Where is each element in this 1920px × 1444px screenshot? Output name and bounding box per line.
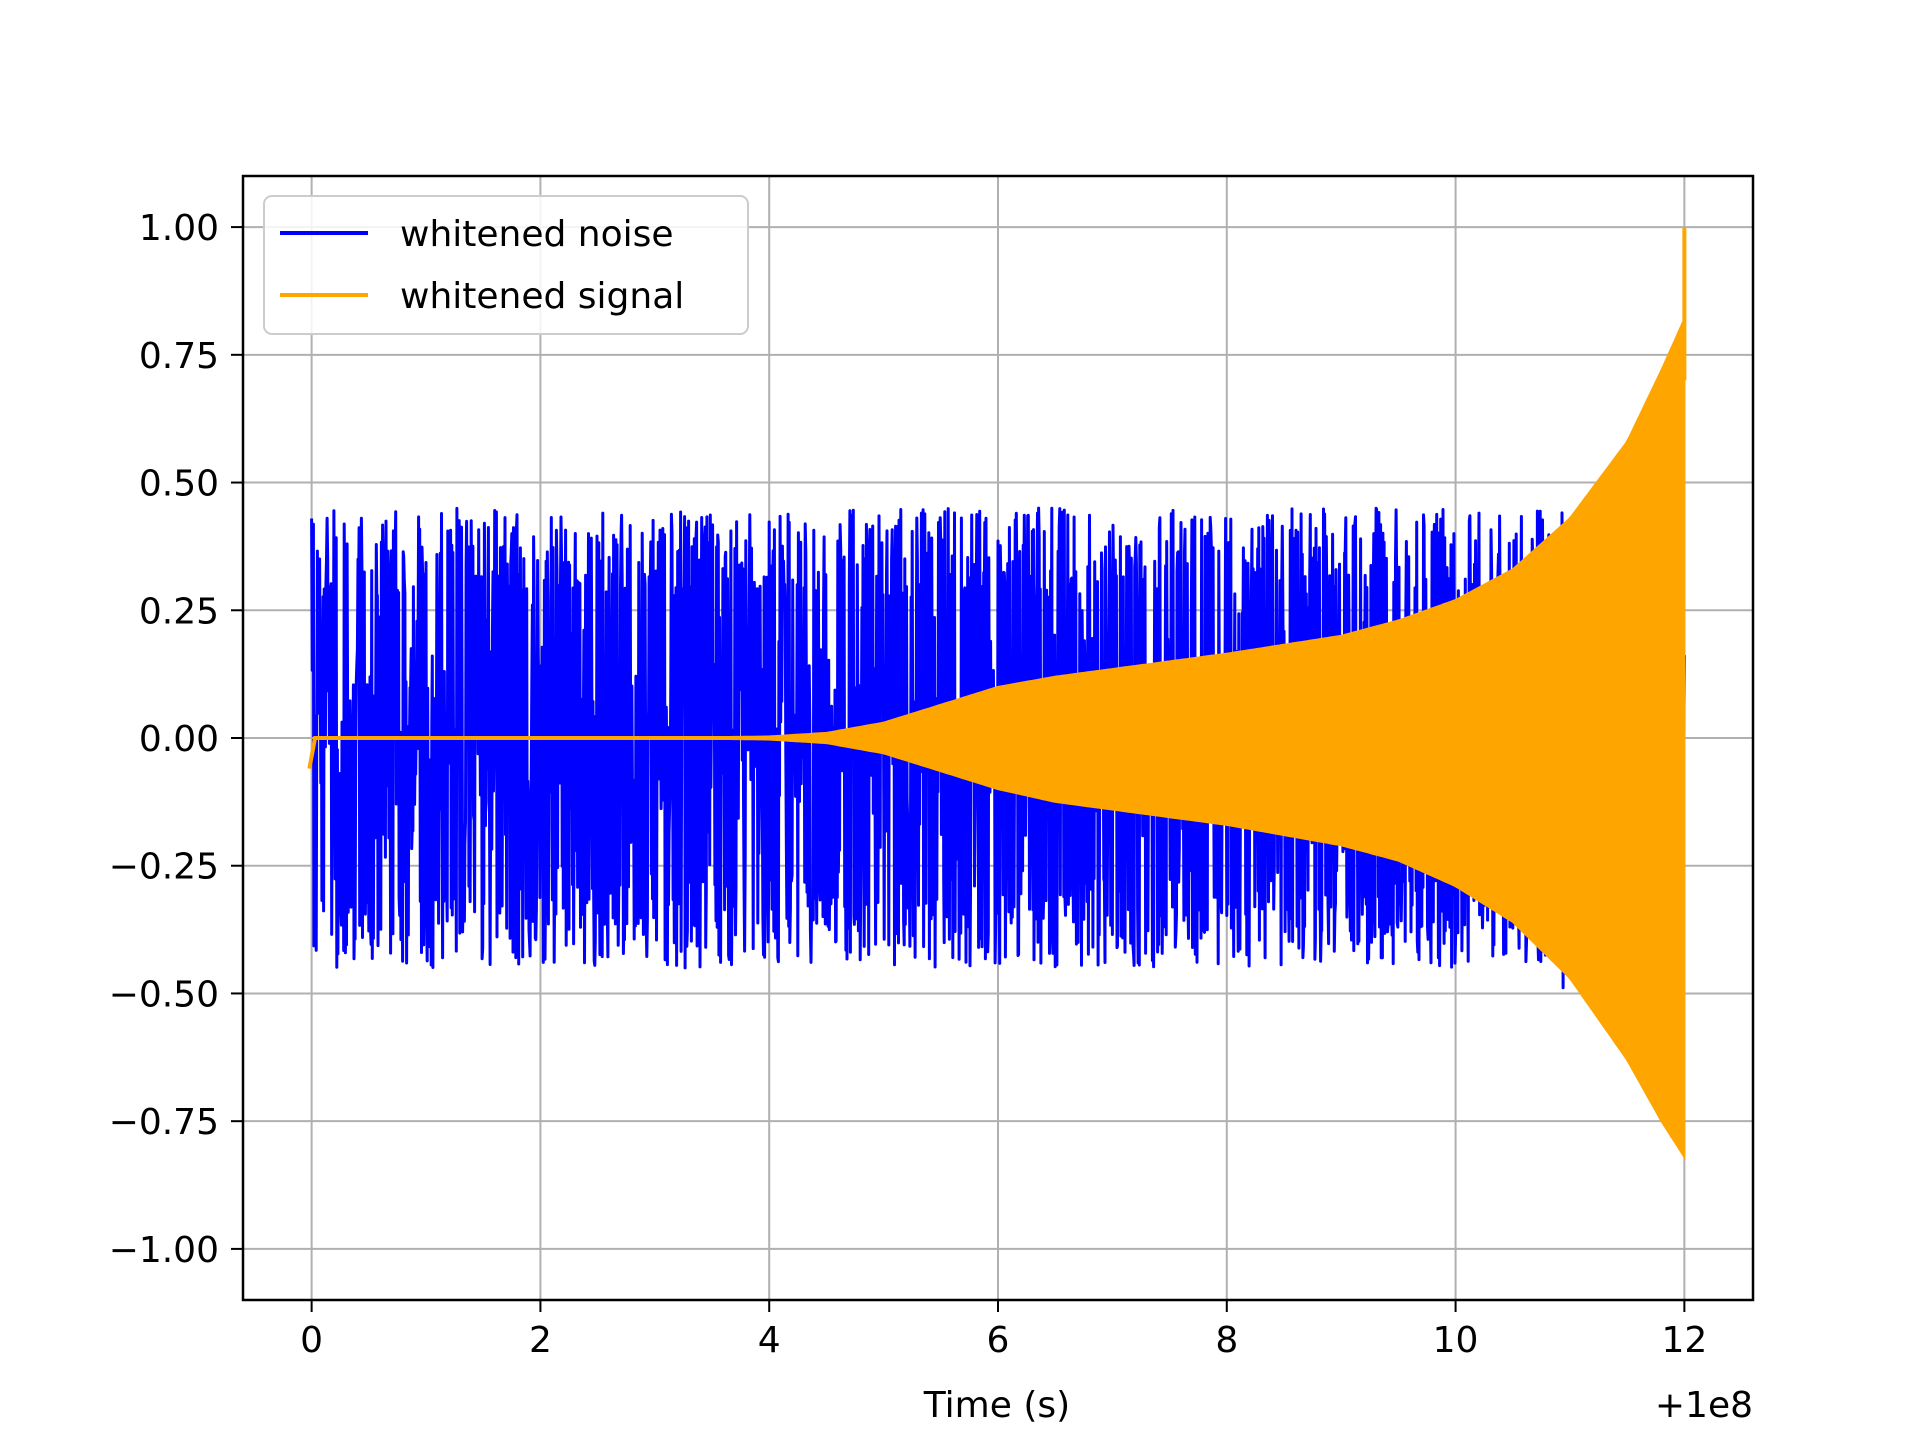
- x-tick-label-2: 4: [758, 1320, 781, 1361]
- x-tick-label-5: 10: [1433, 1320, 1479, 1361]
- series-whitened-signal-start: [307, 736, 770, 770]
- ticks-layer: 0 2 4 6 8 10 12 1.00 0.75 0.50 0.25 0.00 −0.25 −0.50 −…: [109, 208, 1708, 1361]
- x-tick-label-1: 2: [529, 1320, 552, 1361]
- legend-box: [263, 195, 749, 335]
- x-axis-label: Time (s): [923, 1385, 1070, 1426]
- y-tick-label-3: 0.25: [139, 591, 219, 632]
- y-tick-label-1: 0.75: [139, 336, 219, 377]
- x-tick-label-4: 8: [1215, 1320, 1238, 1361]
- y-tick-label-7: −0.75: [109, 1102, 219, 1143]
- series-whitened-noise: [310, 506, 1686, 990]
- x-tick-label-3: 6: [987, 1320, 1010, 1361]
- y-tick-label-8: −1.00: [109, 1230, 219, 1271]
- legend: whitened noise whitened signal: [263, 195, 749, 335]
- y-tick-label-6: −0.50: [109, 974, 219, 1015]
- x-tick-label-0: 0: [300, 1320, 323, 1361]
- legend-label-1: whitened signal: [400, 276, 684, 317]
- y-tick-label-0: 1.00: [139, 208, 219, 249]
- x-tick-label-6: 12: [1661, 1320, 1707, 1361]
- y-tick-label-2: 0.50: [139, 464, 219, 505]
- legend-label-0: whitened noise: [400, 214, 674, 255]
- y-tick-label-4: 0.00: [139, 719, 219, 760]
- series-whitened-signal-envelope: [311, 318, 1686, 1161]
- x-offset-label: +1e8: [1655, 1385, 1753, 1426]
- series-layer: [307, 227, 1687, 1161]
- y-tick-label-5: −0.25: [109, 847, 219, 888]
